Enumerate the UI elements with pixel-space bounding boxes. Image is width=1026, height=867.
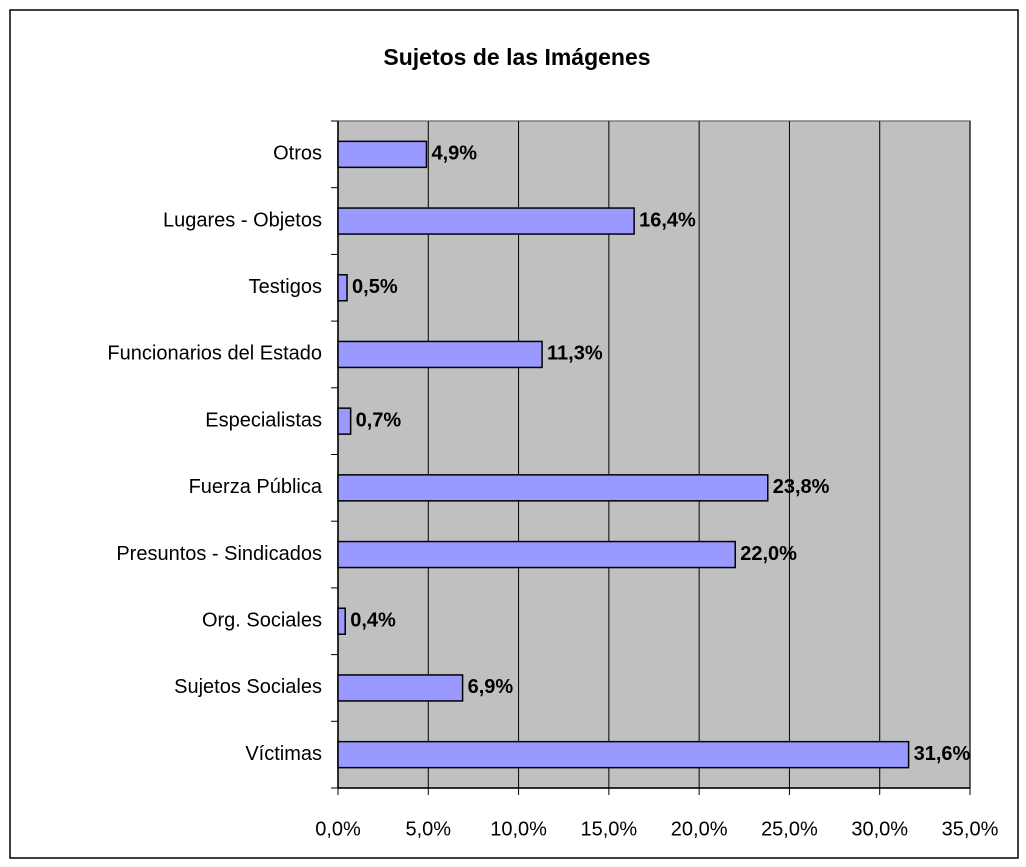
bar xyxy=(337,274,348,302)
x-tick-label: 0,0% xyxy=(315,818,361,840)
x-tick-label: 20,0% xyxy=(671,818,728,840)
x-tick-label: 25,0% xyxy=(761,818,818,840)
data-label: 0,5% xyxy=(352,276,398,298)
x-tick-label: 35,0% xyxy=(942,818,999,840)
bar xyxy=(337,407,352,435)
x-tick-label: 10,0% xyxy=(490,818,547,840)
data-label: 11,3% xyxy=(547,343,603,365)
y-tick-label: Org. Sociales xyxy=(202,610,322,632)
data-label: 31,6% xyxy=(914,743,971,765)
bar xyxy=(337,340,543,369)
y-tick-label: Funcionarios del Estado xyxy=(107,343,322,365)
y-tick-label: Testigos xyxy=(249,276,322,298)
y-tick-label: Lugares - Objetos xyxy=(163,209,322,231)
y-tick-label: Sujetos Sociales xyxy=(174,676,322,698)
bar xyxy=(337,140,428,169)
y-tick-label: Especialistas xyxy=(205,409,322,431)
y-tick-label: Otros xyxy=(273,143,322,165)
data-label: 22,0% xyxy=(740,543,797,565)
data-label: 4,9% xyxy=(431,143,477,165)
chart-title: Sujetos de las Imágenes xyxy=(383,44,650,70)
bar xyxy=(337,740,910,769)
y-tick-label: Presuntos - Sindicados xyxy=(116,543,322,565)
data-label: 0,7% xyxy=(356,409,402,431)
data-label: 23,8% xyxy=(773,476,830,498)
bar xyxy=(337,607,346,635)
x-tick-label: 5,0% xyxy=(405,818,451,840)
x-tick-label: 15,0% xyxy=(580,818,637,840)
bar xyxy=(337,674,464,702)
bar xyxy=(337,540,737,569)
data-label: 0,4% xyxy=(350,610,396,632)
x-tick-label: 30,0% xyxy=(851,818,908,840)
y-tick-label: Fuerza Pública xyxy=(189,476,323,498)
bar xyxy=(337,474,769,502)
bar xyxy=(337,207,635,235)
y-tick-label: Víctimas xyxy=(245,743,322,765)
data-label: 6,9% xyxy=(468,676,514,698)
data-label: 16,4% xyxy=(639,209,696,231)
